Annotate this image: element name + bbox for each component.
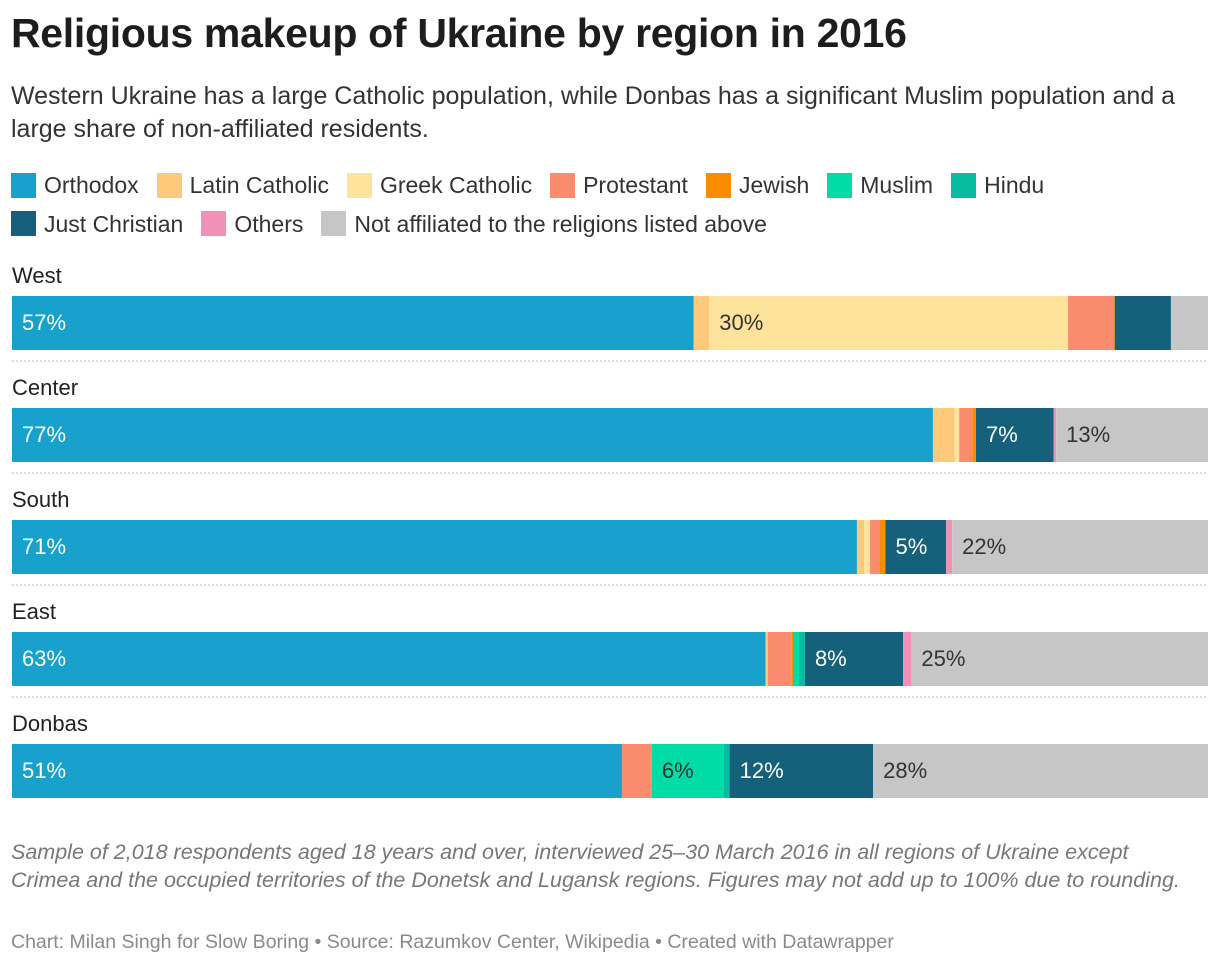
value-label-south-orthodox: 71% [22,534,66,559]
category-label-east: East [12,599,56,624]
bar-segment-east-muslim [792,632,799,686]
value-label-donbas-orthodox: 51% [22,758,66,783]
bar-segment-south-jewish [879,520,886,574]
bar-segment-center-protestant [959,408,973,462]
chart-title: Religious makeup of Ukraine by region in… [11,10,907,56]
chart-subtitle: Western Ukraine has a large Catholic pop… [11,82,1176,143]
bar-segment-center-jewish [972,408,976,462]
legend-swatch [951,172,977,198]
stacked-bar-chart: West 57% 30% Center 77% 7% 13% South 71% 5% 22% Eas… [12,263,1208,798]
legend-swatch [550,172,576,198]
bar-segment-east-not-affiliated-to-the-religions-listed-above [911,632,1208,686]
value-label-south-not-affiliated-to-the-religions-listed-above: 22% [962,534,1006,559]
value-label-west-greek-catholic: 30% [719,310,763,335]
bar-segment-east-just-christian [804,632,904,686]
value-label-east-just-christian: 8% [815,646,847,671]
legend-label: Jewish [738,172,810,198]
legend-item-latin-catholic: Latin Catholic [156,168,329,202]
legend-label: Latin Catholic [189,172,329,198]
bar-segment-donbas-muslim [651,744,724,798]
value-label-center-not-affiliated-to-the-religions-listed-above: 13% [1066,422,1110,447]
legend-swatch [827,172,853,198]
bar-segment-west-jewish [1113,296,1115,350]
legend-item-protestant: Protestant [550,168,688,202]
bar-segment-west-latin-catholic [693,296,710,350]
bar-segment-donbas-just-christian [729,744,874,798]
bar-segment-center-latin-catholic [932,408,955,462]
bar-segment-donbas-orthodox [12,744,622,798]
category-label-south: South [12,487,70,512]
legend-item-hindu: Hindu [951,168,1044,202]
bar-segment-donbas-hindu [723,744,730,798]
legend-label: Orthodox [44,172,139,198]
legend-item-greek-catholic: Greek Catholic [346,168,533,202]
value-label-donbas-just-christian: 12% [740,758,784,783]
legend-swatch [156,172,182,198]
legend-swatch [705,172,731,198]
legend-swatch [346,172,372,198]
bar-segment-east-latin-catholic [765,632,768,686]
bar-segment-west-just-christian [1114,296,1171,350]
legend-label: Muslim [860,172,934,198]
legend-item-orthodox: Orthodox [11,168,139,202]
value-label-donbas-muslim: 6% [662,758,694,783]
bar-segment-donbas-not-affiliated-to-the-religions-listed-above [873,744,1208,798]
legend-label: Hindu [984,172,1045,198]
bar-segment-south-others [946,520,953,574]
bar-segment-west-greek-catholic [709,296,1069,350]
bar-segment-west-orthodox [12,296,694,350]
bar-segment-center-not-affiliated-to-the-religions-listed-above [1056,408,1208,462]
bar-segment-east-hindu [798,632,805,686]
value-label-center-just-christian: 7% [986,422,1018,447]
bar-segment-center-orthodox [12,408,933,462]
legend-swatch [321,211,347,236]
bar-segment-east-others [903,632,912,686]
value-label-center-orthodox: 77% [22,422,66,447]
legend-swatch [11,211,36,236]
bar-segment-west-not-affiliated-to-the-religions-listed-above [1170,296,1208,350]
bar-segment-donbas-protestant [621,744,652,798]
value-label-south-just-christian: 5% [896,534,928,559]
legend-label: Others [234,210,304,237]
legend-label: Protestant [583,172,688,198]
bar-segment-south-just-christian [885,520,947,574]
category-label-west: West [12,263,62,288]
bar-segment-center-others [1053,408,1057,462]
chart-notes: Sample of 2,018 respondents aged 18 year… [11,840,1180,892]
bar-segment-south-protestant [870,520,880,574]
legend-swatch [201,211,227,236]
bar-segment-east-orthodox [12,632,766,686]
category-label-donbas: Donbas [12,711,88,736]
legend-item-muslim: Muslim [827,168,933,202]
legend-label: Not affiliated to the religions listed a… [354,210,767,237]
category-label-center: Center [12,375,78,400]
value-label-east-orthodox: 63% [22,646,66,671]
bar-segment-south-orthodox [12,520,857,574]
value-label-west-orthodox: 57% [22,310,66,335]
legend-swatch [11,172,36,198]
chart-footer: Chart: Milan Singh for Slow Boring • Sou… [11,931,894,953]
bar-segment-east-jewish [791,632,793,686]
legend-item-jewish: Jewish [705,168,810,202]
bar-segment-south-greek-catholic [864,520,871,574]
bar-segment-center-just-christian [975,408,1054,462]
bar-segment-south-not-affiliated-to-the-religions-listed-above [952,520,1208,574]
value-label-donbas-not-affiliated-to-the-religions-listed-above: 28% [883,758,927,783]
legend-label: Just Christian [44,210,184,237]
legend-item-not-affiliated-to-the-religions-listed-above: Not affiliated to the religions listed a… [321,207,767,241]
value-label-east-not-affiliated-to-the-religions-listed-above: 25% [921,646,965,671]
bar-segment-south-latin-catholic [856,520,865,574]
legend-item-just-christian: Just Christian [11,207,183,241]
bar-segment-east-protestant [767,632,792,686]
bar-segment-west-protestant [1068,296,1114,350]
legend-label: Greek Catholic [379,172,533,198]
legend: Orthodox Latin Catholic Greek Catholic Prot… [11,168,1211,245]
legend-item-others: Others [201,207,303,241]
bar-segment-center-greek-catholic [954,408,960,462]
